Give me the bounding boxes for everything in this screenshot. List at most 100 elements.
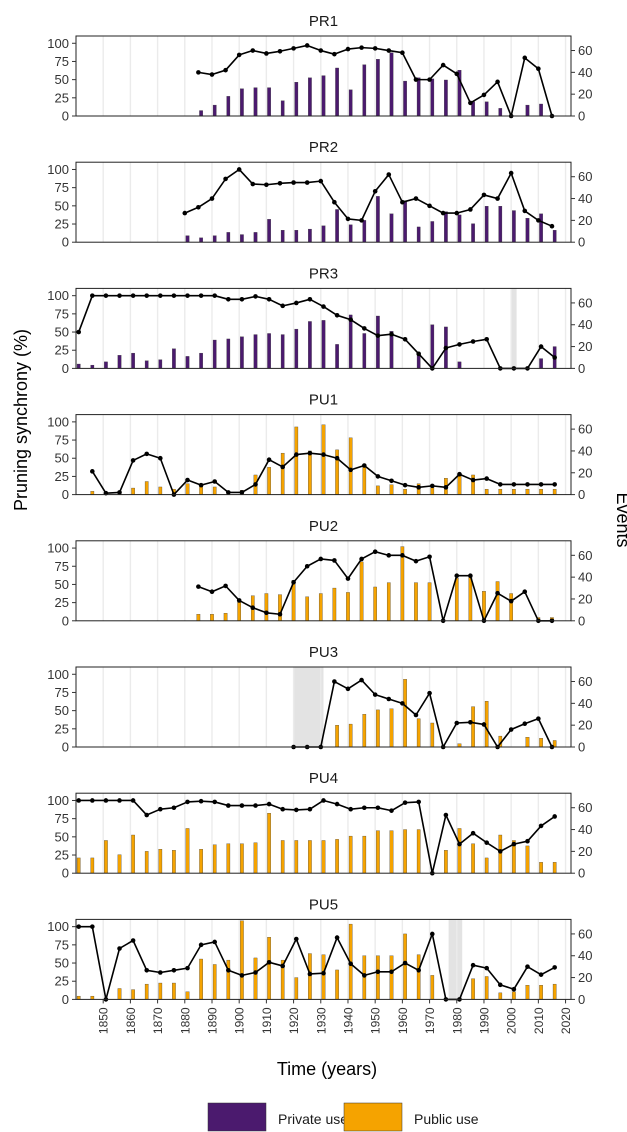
synchrony-point [525, 964, 530, 969]
event-bar [457, 214, 462, 243]
y2-tick-label: 60 [578, 422, 592, 437]
synchrony-point [209, 589, 215, 595]
synchrony-point [212, 939, 218, 945]
event-bar [158, 486, 163, 495]
event-bar [525, 985, 530, 1000]
event-bar [131, 989, 135, 1000]
synchrony-point [103, 293, 109, 298]
synchrony-point [427, 554, 432, 560]
synchrony-point [226, 297, 231, 302]
synchrony-point [171, 805, 177, 811]
legend-label-public: Public use [414, 1111, 479, 1127]
y2-tick-label: 0 [578, 613, 585, 628]
synchrony-point [440, 62, 446, 68]
synchrony-point [250, 605, 256, 611]
synchrony-point [321, 304, 326, 309]
y-tick-label: 75 [55, 306, 69, 321]
event-bar [416, 77, 421, 117]
synchrony-point [117, 798, 122, 803]
panel-pr2: PR2 0 25 50 75 100 0 20 40 60 [47, 139, 592, 250]
y-tick-label: 0 [62, 361, 69, 376]
x-tick-label: 1940 [341, 1007, 355, 1034]
synchrony-point [266, 457, 272, 462]
event-bar [253, 334, 258, 369]
synchrony-point [345, 576, 351, 581]
y-tick-label: 50 [55, 325, 69, 340]
event-bar [389, 331, 394, 369]
synchrony-point [454, 720, 460, 726]
event-bar [199, 110, 203, 117]
y-tick-label: 25 [55, 974, 69, 989]
synchrony-point [402, 960, 408, 966]
event-bar [403, 829, 407, 874]
synchrony-point [508, 170, 514, 176]
synchrony-point [144, 293, 150, 298]
event-bar [539, 488, 543, 495]
event-bar [172, 348, 176, 369]
synchrony-point [318, 178, 324, 184]
y-tick-label: 25 [55, 90, 69, 105]
event-bar [427, 582, 432, 621]
synchrony-point [511, 482, 517, 487]
event-bar [389, 708, 394, 748]
synchrony-point [508, 598, 514, 604]
synchrony-point [117, 490, 122, 495]
event-bar [525, 104, 530, 117]
y2-tick-label: 40 [578, 948, 592, 963]
event-bar [525, 737, 530, 748]
event-bar [267, 333, 271, 369]
synchrony-point [321, 452, 326, 457]
event-bar [348, 723, 353, 748]
event-bar [335, 67, 339, 117]
synchrony-point [525, 838, 530, 844]
event-bar [158, 849, 163, 874]
event-bar [454, 578, 459, 621]
event-bar [240, 920, 244, 1000]
y-tick-label: 75 [55, 937, 69, 952]
synchrony-point [372, 46, 378, 51]
panel-title: PU5 [309, 896, 338, 913]
event-bar [131, 487, 135, 495]
y2-tick-label: 60 [578, 548, 592, 563]
panel-pu4: PU4 0 25 50 75 100 0 20 40 60 [47, 770, 592, 881]
synchrony-point [416, 799, 421, 805]
synchrony-point [389, 969, 394, 975]
synchrony-point [226, 490, 231, 495]
event-bar [512, 488, 516, 495]
event-bar [348, 835, 353, 874]
synchrony-point [389, 808, 394, 813]
event-bar [484, 488, 489, 495]
event-bar [362, 333, 367, 369]
synchrony-point [332, 679, 337, 684]
y-tick-label: 0 [62, 866, 69, 881]
y2-tick-label: 0 [578, 235, 585, 250]
event-bar [185, 991, 190, 1000]
event-bar [294, 977, 299, 1000]
synchrony-point [144, 812, 150, 818]
y2-tick-label: 20 [578, 844, 592, 859]
synchrony-point [443, 812, 449, 818]
event-bar [359, 561, 364, 621]
y2-tick-label: 60 [578, 169, 592, 184]
event-bar [389, 830, 394, 874]
event-bar [212, 235, 217, 243]
y-tick-label: 50 [55, 451, 69, 466]
event-bar [226, 232, 231, 243]
synchrony-point [536, 218, 541, 223]
synchrony-point [144, 968, 150, 973]
event-bar [199, 958, 203, 1000]
synchrony-point [359, 556, 364, 562]
event-bar [308, 450, 312, 495]
synchrony-point [266, 960, 272, 965]
x-tick-label: 2020 [559, 1007, 573, 1034]
y-tick-label: 25 [55, 469, 69, 484]
synchrony-point [117, 946, 122, 951]
synchrony-point [525, 482, 530, 487]
synchrony-point [90, 469, 95, 474]
x-tick-label: 1890 [205, 1007, 219, 1034]
synchrony-point [468, 573, 473, 579]
y2-tick-label: 20 [578, 970, 592, 985]
event-bar [376, 709, 380, 748]
synchrony-point [196, 70, 201, 75]
